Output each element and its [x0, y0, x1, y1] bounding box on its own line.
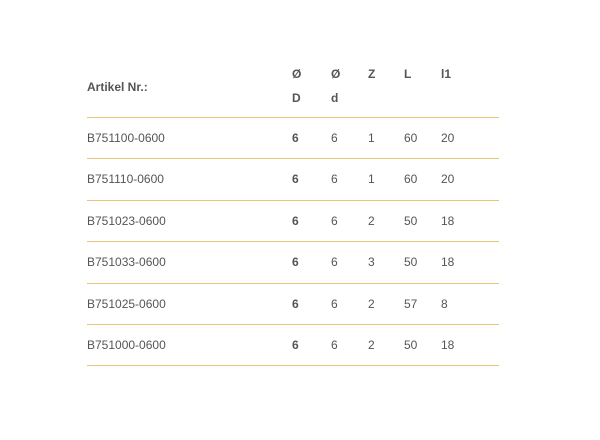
article-number: B751025-0600 [87, 296, 166, 311]
row-divider [87, 158, 499, 159]
header-cell-top: l1 [441, 67, 452, 81]
table-cell: 6 [331, 131, 338, 145]
header-cell-top: Ø [292, 67, 302, 81]
table-cell: 6 [292, 255, 299, 270]
table-cell: 6 [292, 172, 299, 187]
table-cell: 60 [404, 131, 418, 145]
table-cell: 57 [404, 296, 418, 311]
table-cell: 6 [331, 255, 338, 270]
table-cell: 2 [368, 296, 375, 311]
row-divider [87, 324, 499, 325]
header-article-nr: Artikel Nr.: [87, 80, 148, 94]
article-number: B751110-0600 [87, 172, 164, 187]
table-cell: 3 [368, 255, 375, 270]
row-divider [87, 117, 499, 118]
table-cell: 8 [441, 296, 448, 311]
row-divider [87, 283, 499, 284]
table-cell: 20 [441, 131, 455, 145]
header-cell-bottom: D [292, 91, 301, 105]
header-cell-top: Z [368, 67, 376, 81]
article-number: B751100-0600 [87, 131, 165, 145]
table-cell: 50 [404, 213, 418, 228]
table-cell: 6 [292, 338, 299, 352]
table-cell: 50 [404, 255, 418, 270]
table-cell: 6 [331, 172, 338, 187]
table-cell: 6 [292, 296, 299, 311]
table-cell: 1 [368, 172, 375, 187]
table-cell: 6 [331, 213, 338, 228]
header-cell-bottom: d [331, 91, 339, 105]
table-cell: 1 [368, 131, 375, 145]
table-cell: 6 [292, 131, 299, 145]
table-cell: 6 [292, 213, 299, 228]
table-cell: 18 [441, 213, 455, 228]
header-cell-top: L [404, 67, 412, 81]
row-divider [87, 200, 499, 201]
table-cell: 18 [441, 338, 455, 352]
table-cell: 20 [441, 172, 455, 187]
article-number: B751033-0600 [87, 255, 166, 270]
row-divider [87, 241, 499, 242]
header-cell-top: Ø [331, 67, 341, 81]
article-number: B751023-0600 [87, 213, 166, 228]
article-number: B751000-0600 [87, 338, 166, 352]
table-cell: 60 [404, 172, 418, 187]
table-cell: 2 [368, 338, 375, 352]
table-cell: 18 [441, 255, 455, 270]
table-cell: 2 [368, 213, 375, 228]
table-cell: 6 [331, 338, 338, 352]
table-cell: 6 [331, 296, 338, 311]
table-cell: 50 [404, 338, 418, 352]
row-divider [87, 365, 499, 366]
